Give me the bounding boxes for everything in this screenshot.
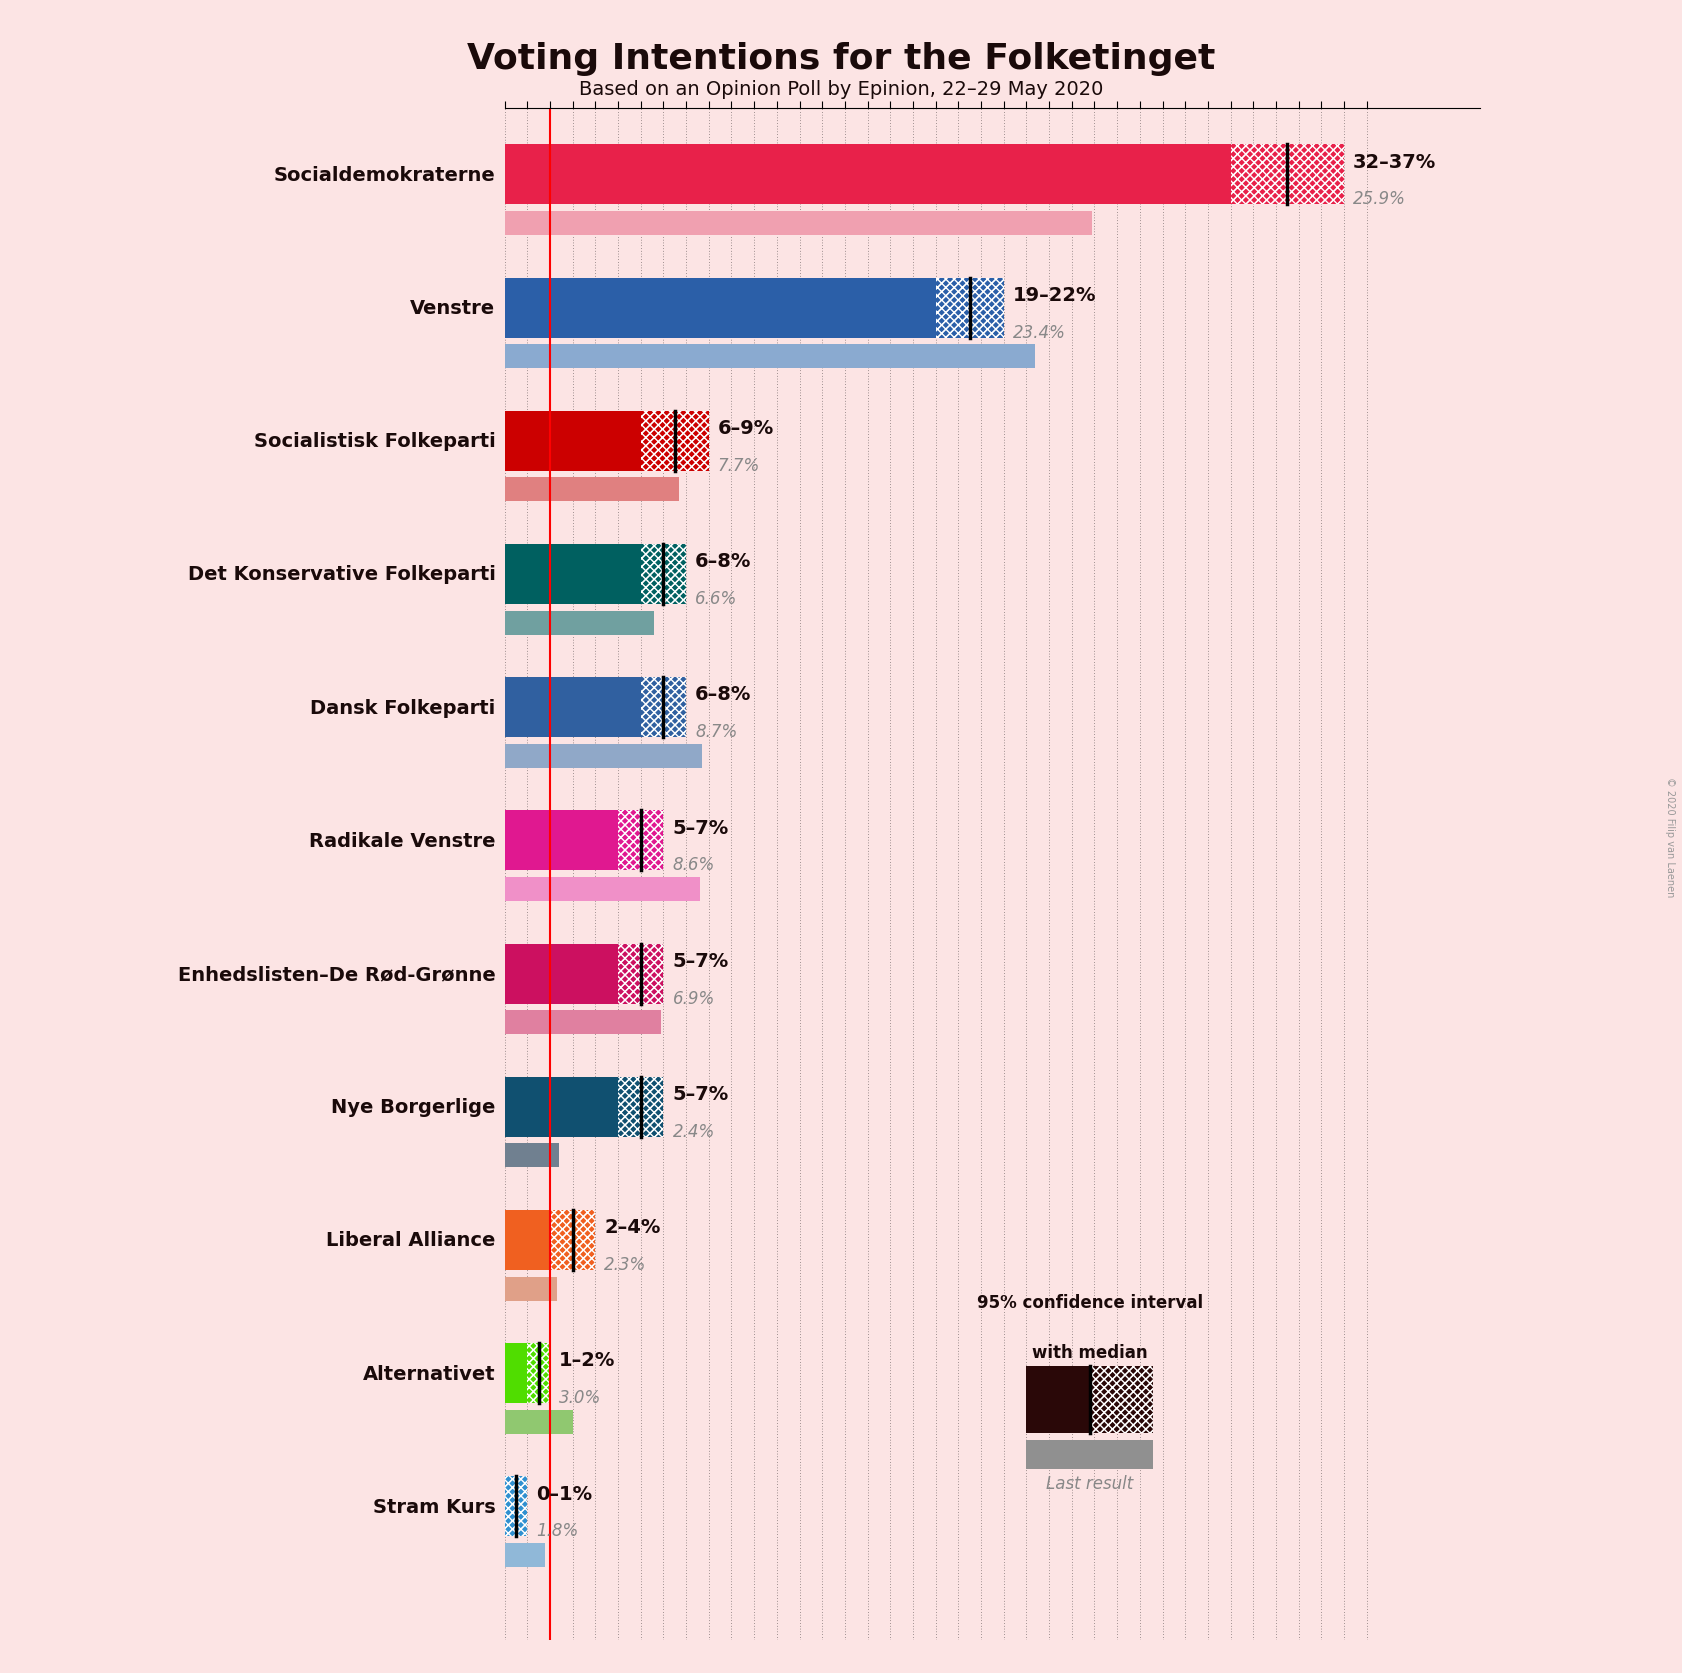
Text: 8.7%: 8.7% [695, 723, 737, 741]
Bar [505, 1343, 526, 1404]
Text: Enhedslisten–De Rød-Grønne: Enhedslisten–De Rød-Grønne [178, 964, 496, 984]
Bar [1026, 1440, 1154, 1469]
Text: 7.7%: 7.7% [718, 457, 760, 475]
Bar [526, 1343, 550, 1404]
Text: 5–7%: 5–7% [673, 1084, 728, 1103]
Bar [641, 678, 686, 738]
Bar [617, 811, 663, 872]
Text: 32–37%: 32–37% [1352, 152, 1436, 172]
Bar [526, 1343, 550, 1404]
Text: 25.9%: 25.9% [1352, 191, 1406, 207]
Text: Last result: Last result [1046, 1474, 1134, 1492]
Bar [641, 545, 686, 604]
Text: Voting Intentions for the Folketinget: Voting Intentions for the Folketinget [468, 42, 1214, 75]
Bar [505, 146, 1231, 206]
Bar [641, 412, 708, 472]
Text: Dansk Folkeparti: Dansk Folkeparti [309, 698, 496, 718]
Bar [641, 545, 686, 604]
Text: 19–22%: 19–22% [1013, 286, 1097, 304]
Bar [617, 944, 663, 1004]
Bar [505, 611, 654, 636]
Bar [505, 545, 641, 604]
Bar [550, 1210, 595, 1270]
Text: 2.4%: 2.4% [673, 1123, 715, 1139]
Text: Venstre: Venstre [410, 299, 496, 318]
Bar [1231, 146, 1344, 206]
Text: 95% confidence interval: 95% confidence interval [977, 1293, 1203, 1312]
Bar [505, 1477, 526, 1536]
Bar [505, 1077, 617, 1138]
Bar [1090, 1367, 1154, 1434]
Bar [505, 1144, 558, 1168]
Bar [617, 1077, 663, 1138]
Bar [935, 278, 1004, 338]
Text: 0–1%: 0–1% [537, 1484, 592, 1502]
Text: 5–7%: 5–7% [673, 952, 728, 970]
Text: 2.3%: 2.3% [604, 1255, 646, 1273]
Bar [550, 1210, 595, 1270]
Text: Nye Borgerlige: Nye Borgerlige [331, 1097, 496, 1116]
Text: 6.6%: 6.6% [695, 589, 737, 607]
Bar [505, 345, 1036, 370]
Bar [617, 811, 663, 872]
Text: 6–8%: 6–8% [695, 552, 752, 570]
Bar [505, 212, 1092, 236]
Bar [505, 478, 680, 502]
Bar [505, 1276, 557, 1302]
Text: Radikale Venstre: Radikale Venstre [309, 831, 496, 850]
Text: 8.6%: 8.6% [673, 857, 715, 873]
Bar [505, 278, 935, 338]
Bar [1231, 146, 1344, 206]
Bar [505, 744, 701, 768]
Bar [505, 1410, 572, 1434]
Text: Det Konservative Folkeparti: Det Konservative Folkeparti [188, 565, 496, 584]
Text: 1–2%: 1–2% [558, 1350, 616, 1370]
Bar [935, 278, 1004, 338]
Bar [505, 678, 641, 738]
Bar [505, 811, 617, 872]
Text: with median: with median [1033, 1343, 1147, 1360]
Bar [505, 1210, 550, 1270]
Bar [641, 678, 686, 738]
Text: 5–7%: 5–7% [673, 818, 728, 836]
Bar [505, 412, 641, 472]
Text: 3.0%: 3.0% [558, 1389, 600, 1407]
Text: Liberal Alliance: Liberal Alliance [326, 1231, 496, 1250]
Bar [505, 1010, 661, 1034]
Text: © 2020 Filip van Laenen: © 2020 Filip van Laenen [1665, 776, 1675, 897]
Bar [1026, 1367, 1090, 1434]
Bar [617, 944, 663, 1004]
Text: 6.9%: 6.9% [673, 989, 715, 1007]
Bar [505, 1543, 545, 1568]
Bar [641, 412, 708, 472]
Bar [505, 877, 700, 902]
Text: 23.4%: 23.4% [1013, 323, 1066, 341]
Bar [1090, 1367, 1154, 1434]
Text: 1.8%: 1.8% [537, 1521, 579, 1539]
Text: Alternativet: Alternativet [363, 1363, 496, 1384]
Bar [505, 944, 617, 1004]
Text: 2–4%: 2–4% [604, 1218, 661, 1236]
Text: Socialistisk Folkeparti: Socialistisk Folkeparti [254, 432, 496, 452]
Bar [617, 1077, 663, 1138]
Text: 6–9%: 6–9% [718, 418, 774, 438]
Text: Socialdemokraterne: Socialdemokraterne [274, 166, 496, 184]
Text: Based on an Opinion Poll by Epinion, 22–29 May 2020: Based on an Opinion Poll by Epinion, 22–… [579, 80, 1103, 99]
Text: 6–8%: 6–8% [695, 684, 752, 704]
Bar [505, 1477, 526, 1536]
Text: Stram Kurs: Stram Kurs [373, 1497, 496, 1516]
